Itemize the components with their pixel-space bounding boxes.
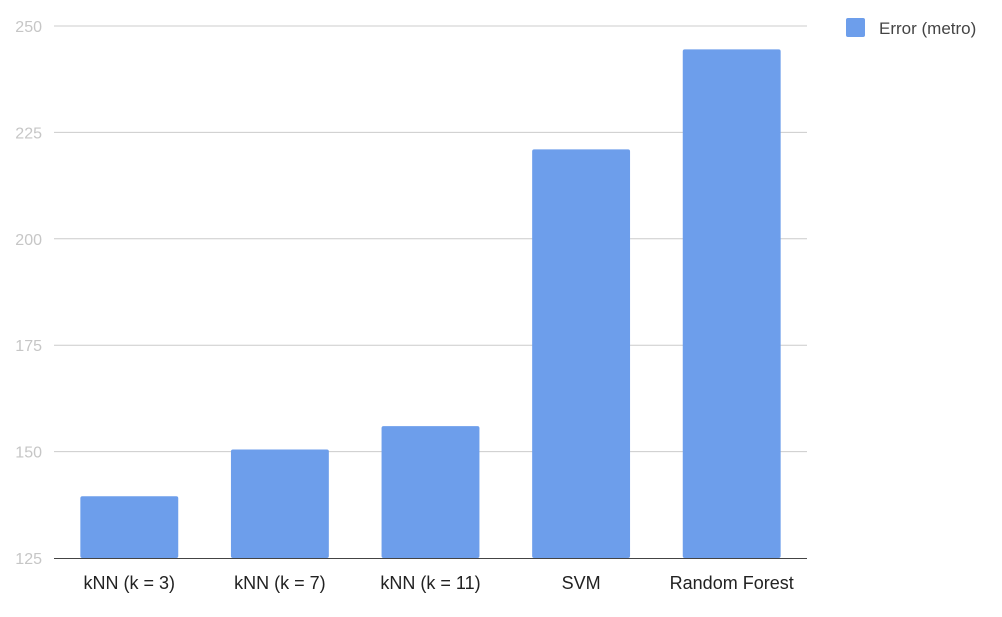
bars [80, 49, 781, 559]
x-tick-label: kNN (k = 11) [380, 573, 480, 593]
x-axis-ticks: kNN (k = 3) kNN (k = 7) kNN (k = 11) SVM Ran… [84, 573, 794, 593]
bar [80, 496, 179, 558]
y-tick-label: 225 [15, 125, 42, 142]
bar [682, 49, 781, 559]
y-tick-label: 150 [15, 445, 42, 462]
legend-swatch [846, 18, 865, 37]
y-tick-label: 125 [15, 551, 42, 568]
x-tick-label: SVM [562, 573, 601, 593]
bar [230, 449, 329, 558]
x-tick-label: kNN (k = 3) [84, 573, 176, 593]
legend-label: Error (metro) [879, 19, 976, 38]
bar [532, 149, 631, 558]
y-axis-ticks: 125 150 175 200 225 250 [15, 19, 42, 568]
y-tick-label: 250 [15, 19, 42, 36]
y-tick-label: 175 [15, 338, 42, 355]
x-tick-label: Random Forest [670, 573, 794, 593]
legend: Error (metro) [846, 18, 976, 38]
gridlines [54, 25, 807, 453]
bar [381, 426, 480, 558]
x-tick-label: kNN (k = 7) [234, 573, 326, 593]
y-tick-label: 200 [15, 232, 42, 249]
